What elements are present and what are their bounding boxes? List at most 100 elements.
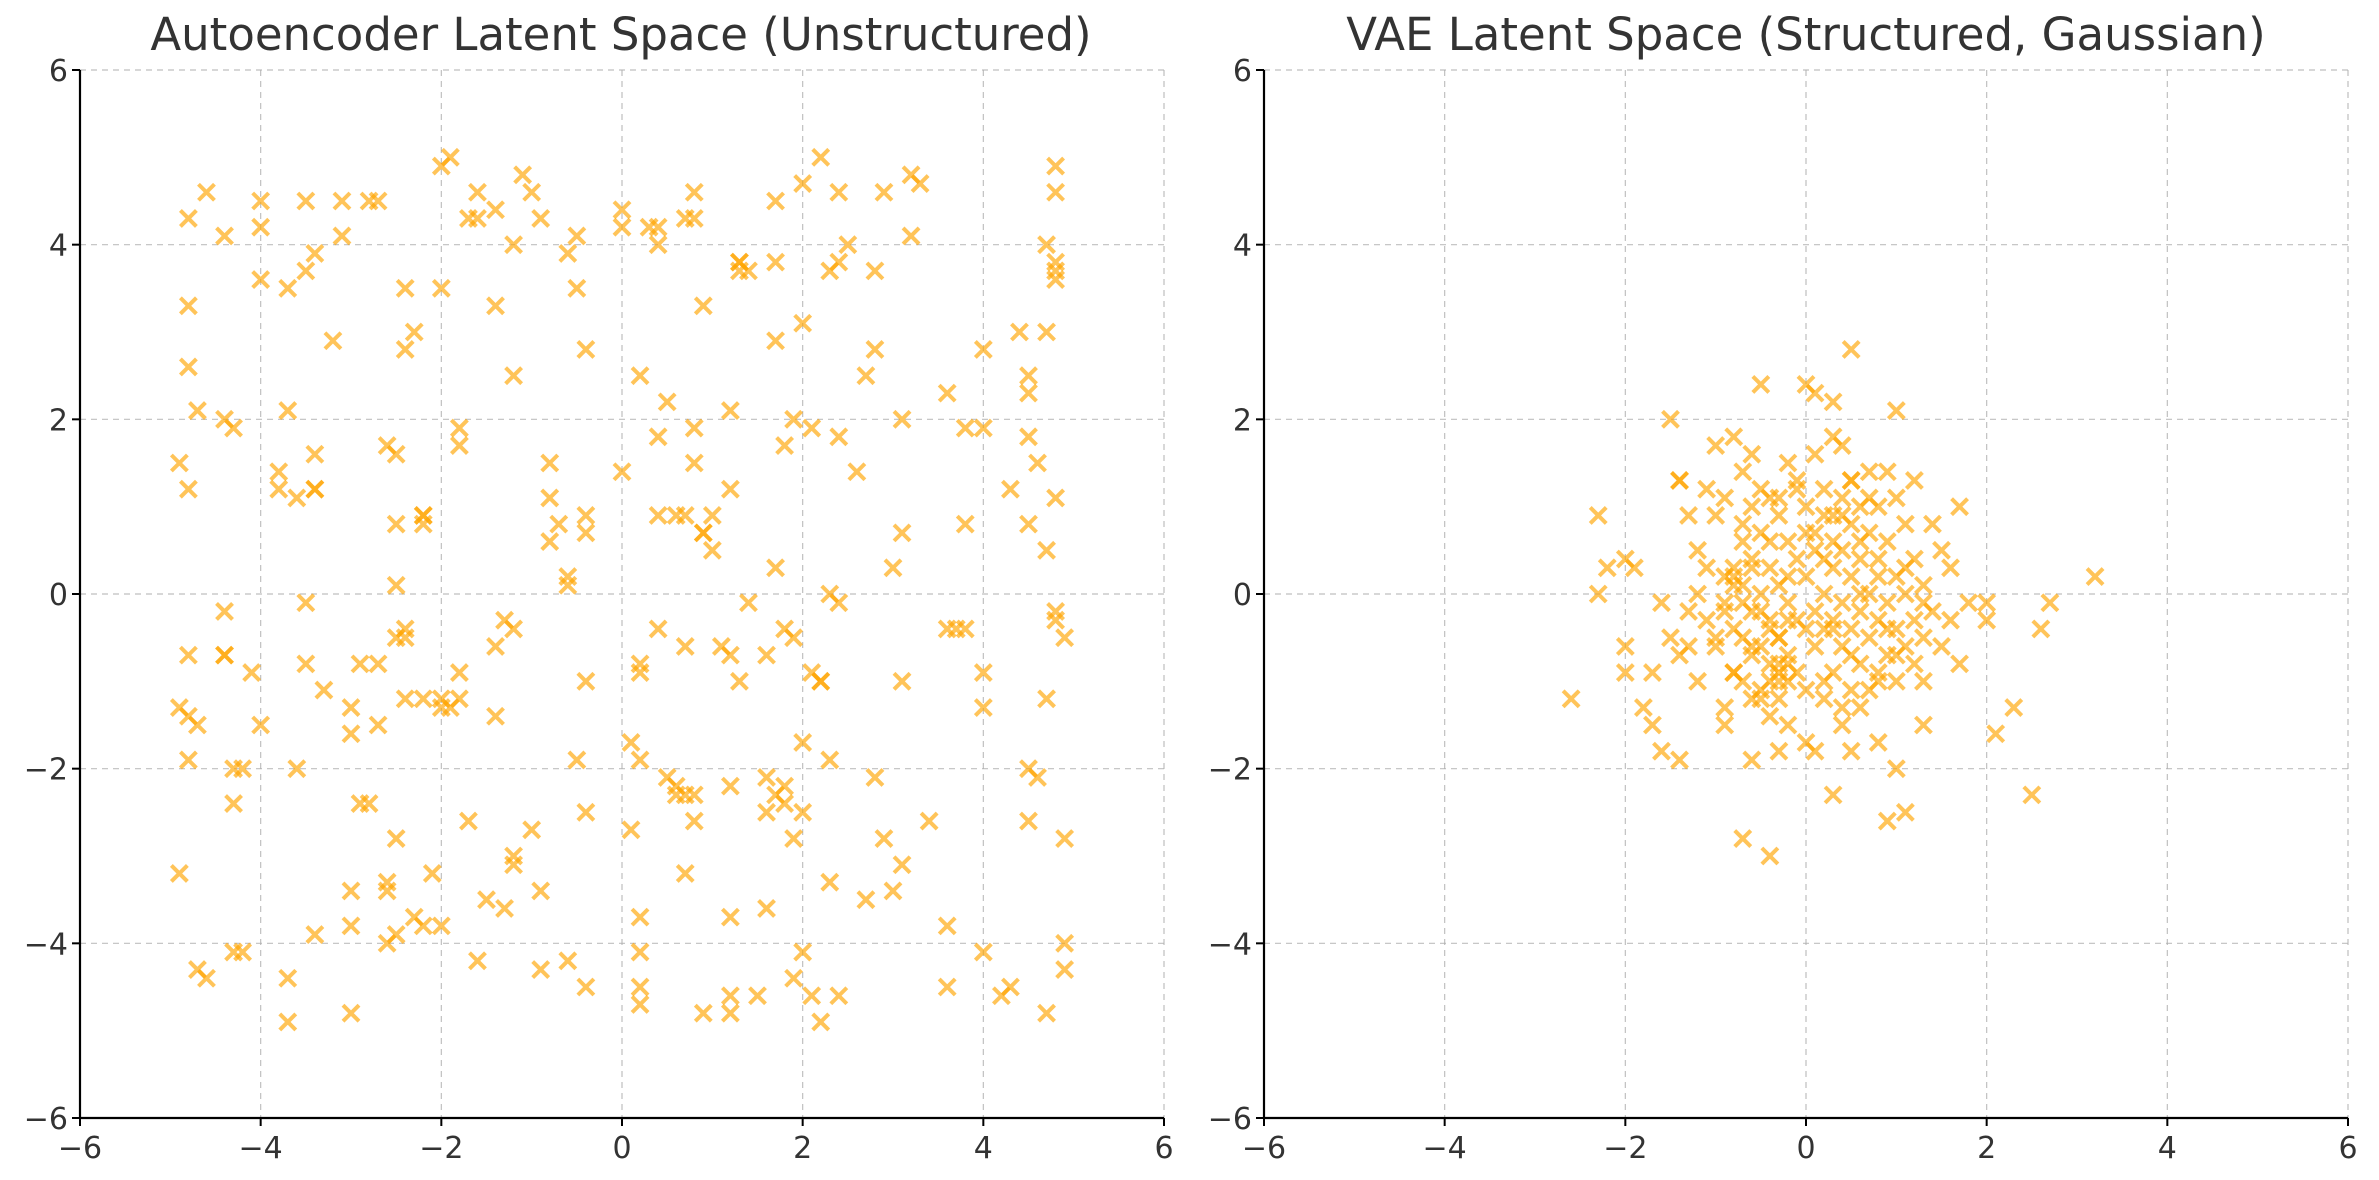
data-point	[739, 261, 758, 281]
data-point	[739, 593, 758, 613]
data-point	[757, 898, 776, 918]
data-point	[1778, 532, 1798, 552]
data-point	[1950, 654, 1969, 674]
data-point	[1805, 383, 1825, 403]
data-point	[856, 366, 876, 386]
data-point	[1895, 514, 1915, 534]
data-point	[874, 829, 894, 848]
data-point	[1868, 549, 1888, 569]
x-tick-label: −2	[419, 1131, 463, 1166]
data-point	[1615, 663, 1635, 683]
data-point	[567, 226, 587, 246]
scatter-series	[1561, 340, 2105, 866]
data-point	[1760, 532, 1780, 552]
data-point	[1751, 689, 1771, 709]
y-tick-label: 6	[1233, 54, 1252, 89]
data-point	[368, 654, 388, 674]
data-point	[865, 340, 885, 359]
data-point	[1760, 846, 1780, 866]
y-tick-label: −6	[24, 1102, 68, 1137]
data-point	[793, 174, 813, 193]
data-point	[1679, 505, 1698, 525]
data-point	[720, 479, 740, 499]
data-point	[242, 663, 262, 683]
data-point	[1814, 479, 1834, 499]
data-point	[178, 296, 198, 316]
data-point	[612, 462, 632, 482]
data-point	[1670, 471, 1689, 490]
data-point	[991, 986, 1011, 1006]
data-point	[1914, 715, 1933, 735]
chart-panel-vae: VAE Latent Space (Structured, Gaussian) …	[1208, 8, 2358, 1166]
data-point	[459, 811, 478, 831]
data-point	[341, 698, 361, 717]
data-point	[630, 942, 650, 962]
data-point	[233, 942, 253, 962]
data-point	[576, 523, 596, 543]
data-point	[1028, 767, 1047, 787]
data-point	[197, 182, 216, 202]
data-point	[766, 191, 785, 211]
data-point	[269, 479, 289, 499]
data-point	[1841, 567, 1861, 586]
data-point	[386, 514, 406, 534]
data-point	[955, 514, 975, 534]
data-point	[865, 261, 885, 281]
data-point	[323, 331, 343, 351]
data-point	[1886, 645, 1906, 665]
data-point	[576, 977, 596, 997]
data-point	[1706, 628, 1726, 648]
data-point	[1914, 671, 1933, 691]
data-point	[1055, 960, 1075, 979]
data-point	[973, 340, 993, 359]
data-point	[1886, 401, 1906, 421]
data-point	[224, 794, 243, 814]
data-point	[278, 968, 298, 988]
data-point	[612, 200, 632, 220]
data-point	[1037, 322, 1056, 342]
data-point	[1001, 479, 1020, 499]
data-point	[1914, 628, 1933, 648]
data-point	[395, 689, 415, 709]
data-point	[1868, 733, 1888, 752]
data-point	[684, 453, 704, 473]
data-point	[1959, 593, 1979, 613]
data-point	[449, 663, 469, 683]
data-point	[449, 418, 469, 438]
data-point	[1868, 671, 1888, 691]
data-point	[1046, 610, 1066, 630]
data-point	[278, 401, 298, 421]
data-point	[856, 890, 876, 910]
data-point	[251, 217, 271, 237]
data-point	[775, 436, 795, 455]
data-point	[1046, 488, 1066, 508]
data-point	[1769, 505, 1789, 525]
data-point	[892, 523, 912, 543]
data-point	[296, 593, 316, 613]
data-point	[1019, 514, 1038, 534]
data-point	[919, 811, 939, 831]
data-point	[1950, 497, 1969, 517]
data-point	[1778, 610, 1798, 630]
data-point	[576, 802, 596, 822]
data-point	[702, 505, 722, 525]
data-point	[630, 907, 650, 927]
data-point	[630, 995, 650, 1014]
data-point	[1850, 602, 1870, 621]
data-point	[684, 209, 704, 228]
data-point	[1697, 479, 1717, 499]
data-point	[504, 366, 524, 386]
data-point	[1688, 584, 1708, 604]
data-point	[1886, 759, 1906, 779]
x-tick-label: −6	[1242, 1131, 1286, 1166]
data-point	[693, 1003, 713, 1023]
data-point	[973, 663, 993, 683]
data-point	[1977, 610, 1997, 630]
data-point	[395, 340, 415, 359]
data-point	[1904, 654, 1924, 674]
data-point	[829, 252, 849, 272]
x-tick-label: 0	[612, 1131, 631, 1166]
x-tick-label: 4	[2158, 1131, 2177, 1166]
data-point	[1823, 785, 1843, 805]
